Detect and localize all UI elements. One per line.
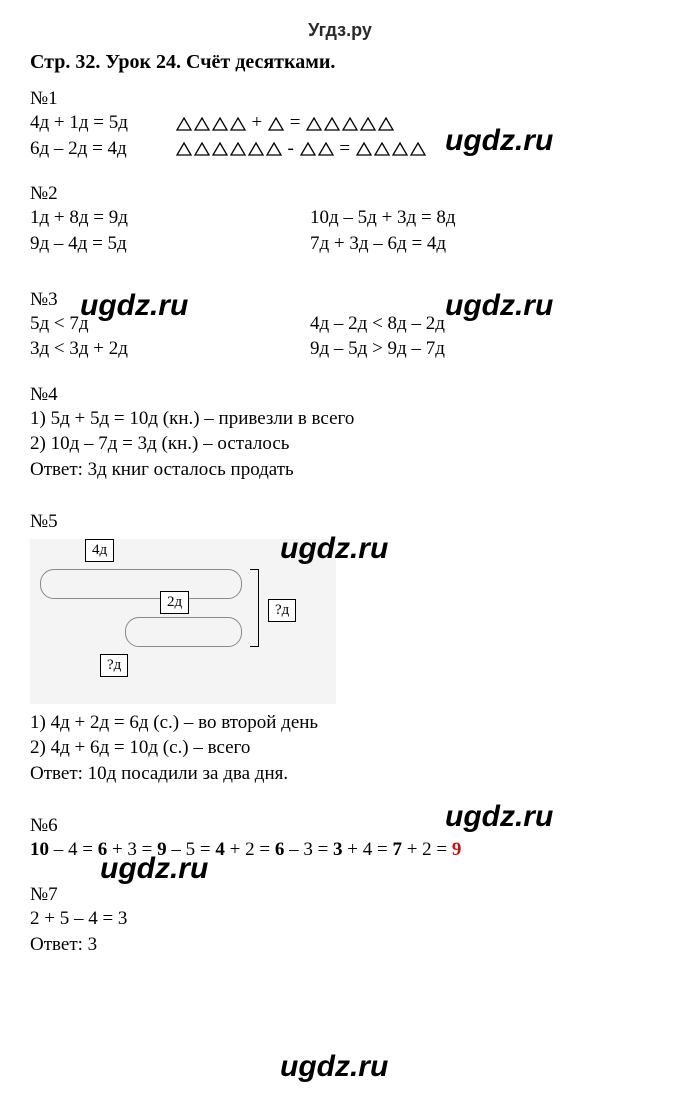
site-header: Угдз.ру bbox=[30, 20, 650, 41]
diagram-bar1 bbox=[40, 569, 242, 599]
task4-l2: 2) 10д – 7д = 3д (кн.) – осталось bbox=[30, 431, 650, 457]
diagram-bracket bbox=[250, 569, 259, 647]
task5-num: №5 bbox=[30, 511, 650, 533]
task1-line1: 4д + 1д = 5д + = bbox=[30, 110, 650, 136]
task5-l1: 1) 4д + 2д = 6д (с.) – во второй день bbox=[30, 710, 650, 736]
task3-l2a: 3д < 3д + 2д bbox=[30, 336, 310, 362]
task2-l2a: 9д – 4д = 5д bbox=[30, 231, 310, 257]
task1-num: №1 bbox=[30, 88, 650, 110]
task7-l1: 2 + 5 – 4 = 3 bbox=[30, 906, 650, 932]
task2-l1b: 10д – 5д + 3д = 8д bbox=[310, 205, 650, 231]
diagram-box-top: 4д bbox=[85, 539, 114, 562]
task4-num: №4 bbox=[30, 384, 650, 406]
task5-l2: 2) 4д + 6д = 10д (с.) – всего bbox=[30, 735, 650, 761]
task3-num: №3 bbox=[30, 289, 650, 311]
task6-num: №6 bbox=[30, 815, 650, 837]
task3-l1a: 5д < 7д bbox=[30, 311, 310, 337]
task2-l2b: 7д + 3д – 6д = 4д bbox=[310, 231, 650, 257]
task7-ans: Ответ: 3 bbox=[30, 932, 650, 958]
diagram-box-bottom: ?д bbox=[100, 654, 128, 677]
task3-l1b: 4д – 2д < 8д – 2д bbox=[310, 311, 650, 337]
watermark: ugdz.ru bbox=[280, 1050, 388, 1084]
task1-eq2: 6д – 2д = 4д bbox=[30, 136, 170, 162]
task4-ans: Ответ: 3д книг осталось продать bbox=[30, 457, 650, 483]
page: Угдз.ру Стр. 32. Урок 24. Счёт десятками… bbox=[0, 0, 680, 988]
task3-row1: 5д < 7д 4д – 2д < 8д – 2д bbox=[30, 311, 650, 337]
task7-num: №7 bbox=[30, 884, 650, 906]
task2-row2: 9д – 4д = 5д 7д + 3д – 6д = 4д bbox=[30, 231, 650, 257]
task3-row2: 3д < 3д + 2д 9д – 5д > 9д – 7д bbox=[30, 336, 650, 362]
task3-l2b: 9д – 5д > 9д – 7д bbox=[310, 336, 650, 362]
task1-eq1: 4д + 1д = 5д bbox=[30, 110, 170, 136]
task2-l1a: 1д + 8д = 9д bbox=[30, 205, 310, 231]
task5-diagram: 4д 2д ?д ?д bbox=[30, 539, 336, 704]
task5-ans: Ответ: 10д посадили за два дня. bbox=[30, 761, 650, 787]
diagram-bar2 bbox=[125, 617, 242, 647]
task2-num: №2 bbox=[30, 183, 650, 205]
task2-row1: 1д + 8д = 9д 10д – 5д + 3д = 8д bbox=[30, 205, 650, 231]
task1-triangles2: - = bbox=[175, 138, 427, 159]
diagram-box-mid: 2д bbox=[160, 591, 189, 614]
diagram-box-right: ?д bbox=[268, 599, 296, 622]
task1-triangles1: + = bbox=[175, 112, 395, 133]
task1-line2: 6д – 2д = 4д - = bbox=[30, 136, 650, 162]
task4-l1: 1) 5д + 5д = 10д (кн.) – привезли в всег… bbox=[30, 406, 650, 432]
page-title: Стр. 32. Урок 24. Счёт десятками. bbox=[30, 51, 650, 74]
task6-chain: 10 – 4 = 6 + 3 = 9 – 5 = 4 + 2 = 6 – 3 =… bbox=[30, 837, 650, 863]
